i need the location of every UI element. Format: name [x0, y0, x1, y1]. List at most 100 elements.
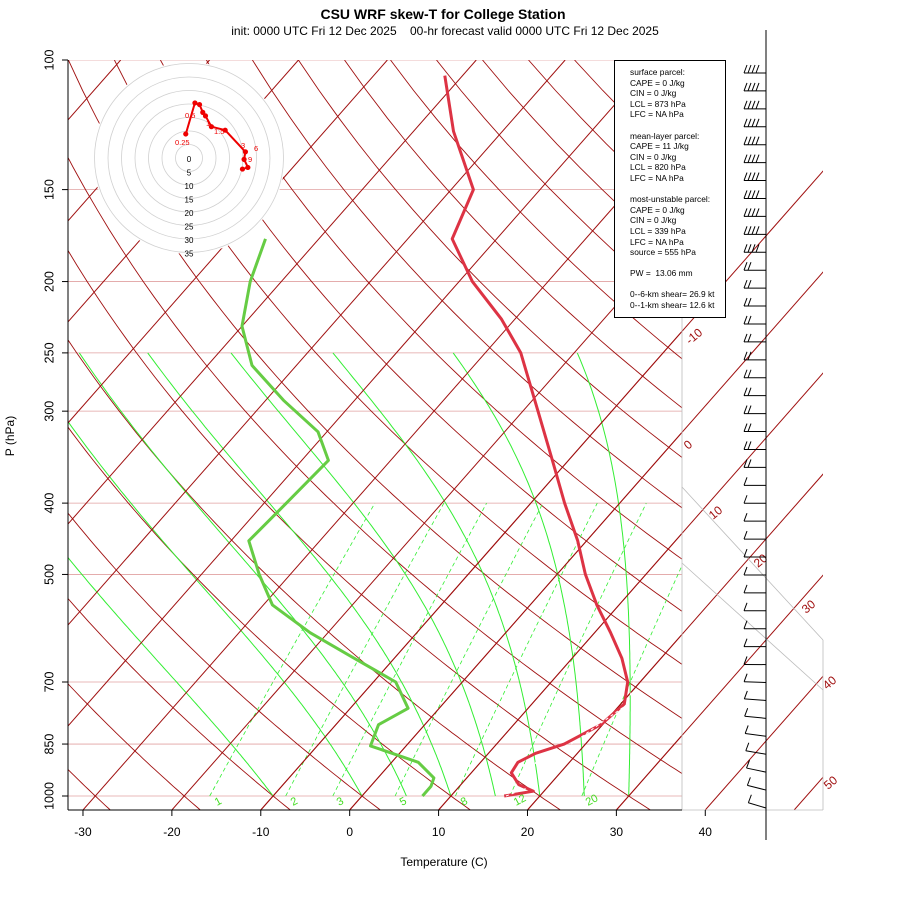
info-line: CAPE = 0 J/kg — [630, 204, 685, 215]
dry-adiabat — [206, 60, 682, 560]
wind-barb — [744, 698, 767, 701]
wind-barb-flag — [743, 459, 748, 468]
hodograph-ring-label: 15 — [185, 196, 194, 205]
isotherm-line — [705, 60, 900, 810]
dry-adiabat — [68, 683, 201, 810]
x-tick-label: -20 — [163, 825, 181, 839]
mixing-ratio-line — [332, 502, 487, 797]
moist-adiabat — [78, 352, 407, 797]
hodograph: 0 5 10 15 20 25 30 35 0.5 1 1.5 3 69 0.25 — [93, 62, 285, 259]
hodograph-point — [242, 149, 249, 155]
isotherm-label: 0 — [681, 437, 695, 452]
isotherm-label: 10 — [706, 503, 725, 523]
x-axis-title: Temperature (C) — [400, 855, 487, 869]
wind-barb-flag — [755, 190, 760, 199]
mixing-ratio-line — [509, 502, 647, 797]
isotherm-label: 50 — [821, 773, 840, 793]
info-line: most-unstable parcel: — [630, 194, 711, 205]
wind-barb-flag — [743, 620, 748, 629]
wind-barb-flag — [743, 530, 748, 540]
wind-barb-flag — [743, 405, 748, 414]
wind-barb-flag — [747, 297, 752, 307]
x-tick-label: 30 — [610, 825, 624, 839]
moist-adiabat — [230, 352, 496, 797]
hodograph-point — [202, 113, 209, 119]
mixing-ratio-label: 2 — [289, 795, 300, 808]
dry-adiabat — [68, 156, 682, 775]
hodograph-point — [200, 109, 206, 115]
mixing-ratio-line — [394, 502, 544, 797]
hodograph-ring-label: 0 — [187, 155, 192, 164]
diagonal-guide — [681, 562, 824, 691]
wind-barb-flag — [743, 190, 748, 199]
info-line: CIN = 0 J/kg — [630, 151, 677, 162]
dry-adiabat — [759, 60, 900, 812]
wind-barb-flag — [755, 244, 760, 253]
wind-barb-flag — [743, 423, 748, 432]
wind-barb-flag — [751, 172, 756, 181]
isotherm-line — [68, 60, 566, 626]
dry-adiabat — [113, 60, 682, 665]
isotherm-line — [704, 675, 823, 810]
wind-barb-flag — [751, 190, 756, 199]
temperature-line — [443, 75, 630, 798]
hodograph-point-label: 0.5 — [185, 111, 195, 120]
hodograph-ring-label: 30 — [185, 236, 194, 245]
dry-adiabat — [68, 339, 562, 810]
dry-adiabat — [68, 597, 291, 810]
y-tick-label: 850 — [42, 734, 56, 755]
hodograph-point — [196, 101, 203, 108]
wind-barb-flag — [744, 725, 749, 734]
wind-barb-flag — [755, 226, 760, 235]
wind-barb-flag — [743, 279, 748, 289]
mixing-ratio-label: 5 — [398, 795, 409, 808]
x-tick-label: 0 — [346, 825, 353, 839]
wind-barb-flag — [743, 673, 748, 682]
x-tick-label: -10 — [252, 825, 270, 839]
wind-barb-flag — [743, 477, 748, 486]
wind-barb-flag — [747, 405, 752, 414]
wind-barb-flag — [747, 279, 752, 289]
wind-barb-flag — [755, 118, 760, 127]
isotherm-line — [171, 229, 682, 810]
parcel-trace — [505, 681, 635, 797]
moist-adiabat — [68, 420, 363, 797]
hodograph-ring — [94, 63, 284, 253]
wind-barb-flag — [755, 64, 760, 74]
dry-adiabat — [68, 426, 472, 810]
wind-barb — [748, 802, 767, 809]
isotherm-label: 20 — [751, 551, 770, 571]
info-line: LCL = 339 hPa — [630, 225, 686, 236]
wind-barb-flag — [743, 548, 748, 558]
dry-adiabat — [344, 60, 682, 409]
wind-barb-flag — [755, 208, 760, 217]
hodograph-point-label: 1.5 — [214, 127, 224, 136]
info-line: CIN = 0 J/kg — [630, 88, 677, 99]
mixing-ratio-label: 3 — [335, 795, 346, 808]
moist-adiabat — [576, 352, 631, 796]
hodograph-ring-label: 25 — [185, 223, 194, 232]
wind-barb-flag — [747, 262, 752, 271]
wind-barb-flag — [743, 64, 748, 74]
wind-barb-flag — [743, 208, 748, 217]
dry-adiabat — [298, 60, 682, 459]
info-gap — [630, 120, 721, 131]
isotherm-line — [794, 60, 900, 810]
y-tick-label: 400 — [42, 493, 56, 514]
isotherm-line — [793, 776, 823, 810]
mixing-ratio-line — [209, 502, 376, 797]
dry-adiabat — [68, 249, 652, 810]
wind-barb — [746, 767, 767, 773]
wind-barb-flag — [755, 172, 760, 181]
mixing-ratio-label: 12 — [512, 792, 528, 808]
wind-barb-flag — [747, 136, 752, 145]
y-axis-title: P (hPa) — [3, 416, 17, 456]
hodograph-ring-label: 35 — [185, 250, 194, 259]
wind-barb-flag — [746, 759, 750, 769]
grid-outer — [260, 170, 823, 810]
wind-barb-flag — [743, 566, 748, 576]
mixing-ratio-line — [581, 564, 682, 797]
parcel-info-box: surface parcel: CAPE = 0 J/kg CIN = 0 J/kg… — [614, 60, 726, 318]
dewpoint-line — [240, 238, 436, 797]
wind-barb-flag — [743, 172, 748, 181]
